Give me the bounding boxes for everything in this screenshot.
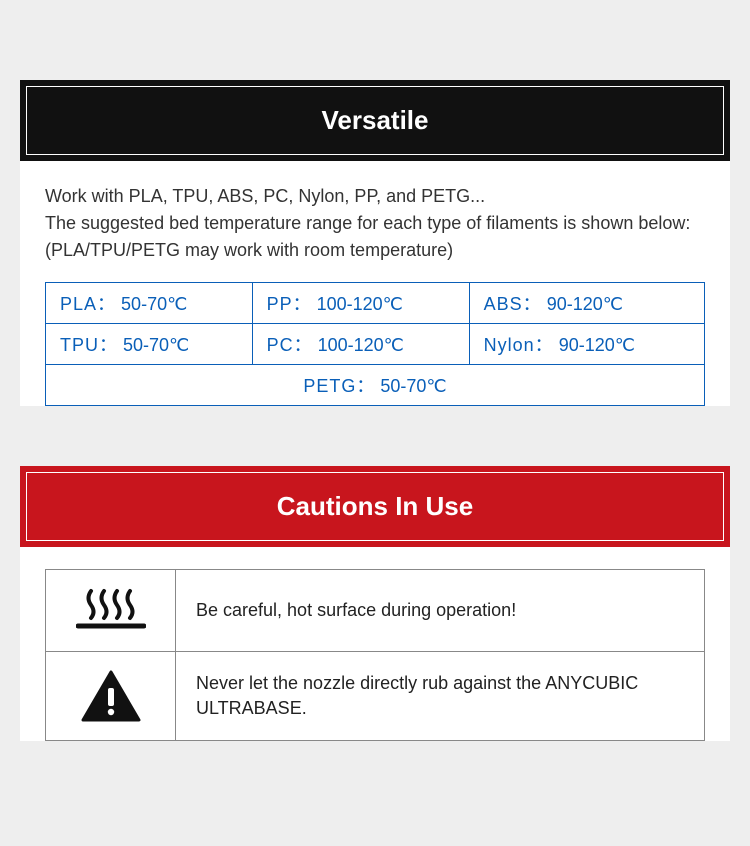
caution-row: Be careful, hot surface during operation…: [46, 570, 705, 652]
versatile-header: Versatile: [20, 80, 730, 161]
temperature-table: PLA： 50‑70℃ PP： 100‑120℃ ABS： 90‑120℃ TP…: [45, 282, 705, 406]
caution-text: Be careful, hot surface during operation…: [176, 570, 705, 652]
table-row: TPU： 50‑70℃ PC： 100‑120℃ Nylon： 90‑120℃: [46, 324, 705, 365]
cautions-header: Cautions In Use: [20, 466, 730, 547]
versatile-description: Work with PLA, TPU, ABS, PC, Nylon, PP, …: [20, 161, 730, 282]
hot-surface-icon: [46, 570, 176, 652]
versatile-title: Versatile: [322, 105, 429, 135]
caution-text: Never let the nozzle directly rub agains…: [176, 652, 705, 741]
versatile-card: Versatile Work with PLA, TPU, ABS, PC, N…: [20, 80, 730, 406]
table-row: PETG： 50‑70℃: [46, 365, 705, 406]
cautions-title: Cautions In Use: [277, 491, 473, 521]
cautions-card: Cautions In Use Be careful, hot surface …: [20, 466, 730, 741]
warning-triangle-icon: [46, 652, 176, 741]
table-row: PLA： 50‑70℃ PP： 100‑120℃ ABS： 90‑120℃: [46, 283, 705, 324]
caution-row: Never let the nozzle directly rub agains…: [46, 652, 705, 741]
cautions-table: Be careful, hot surface during operation…: [45, 569, 705, 741]
